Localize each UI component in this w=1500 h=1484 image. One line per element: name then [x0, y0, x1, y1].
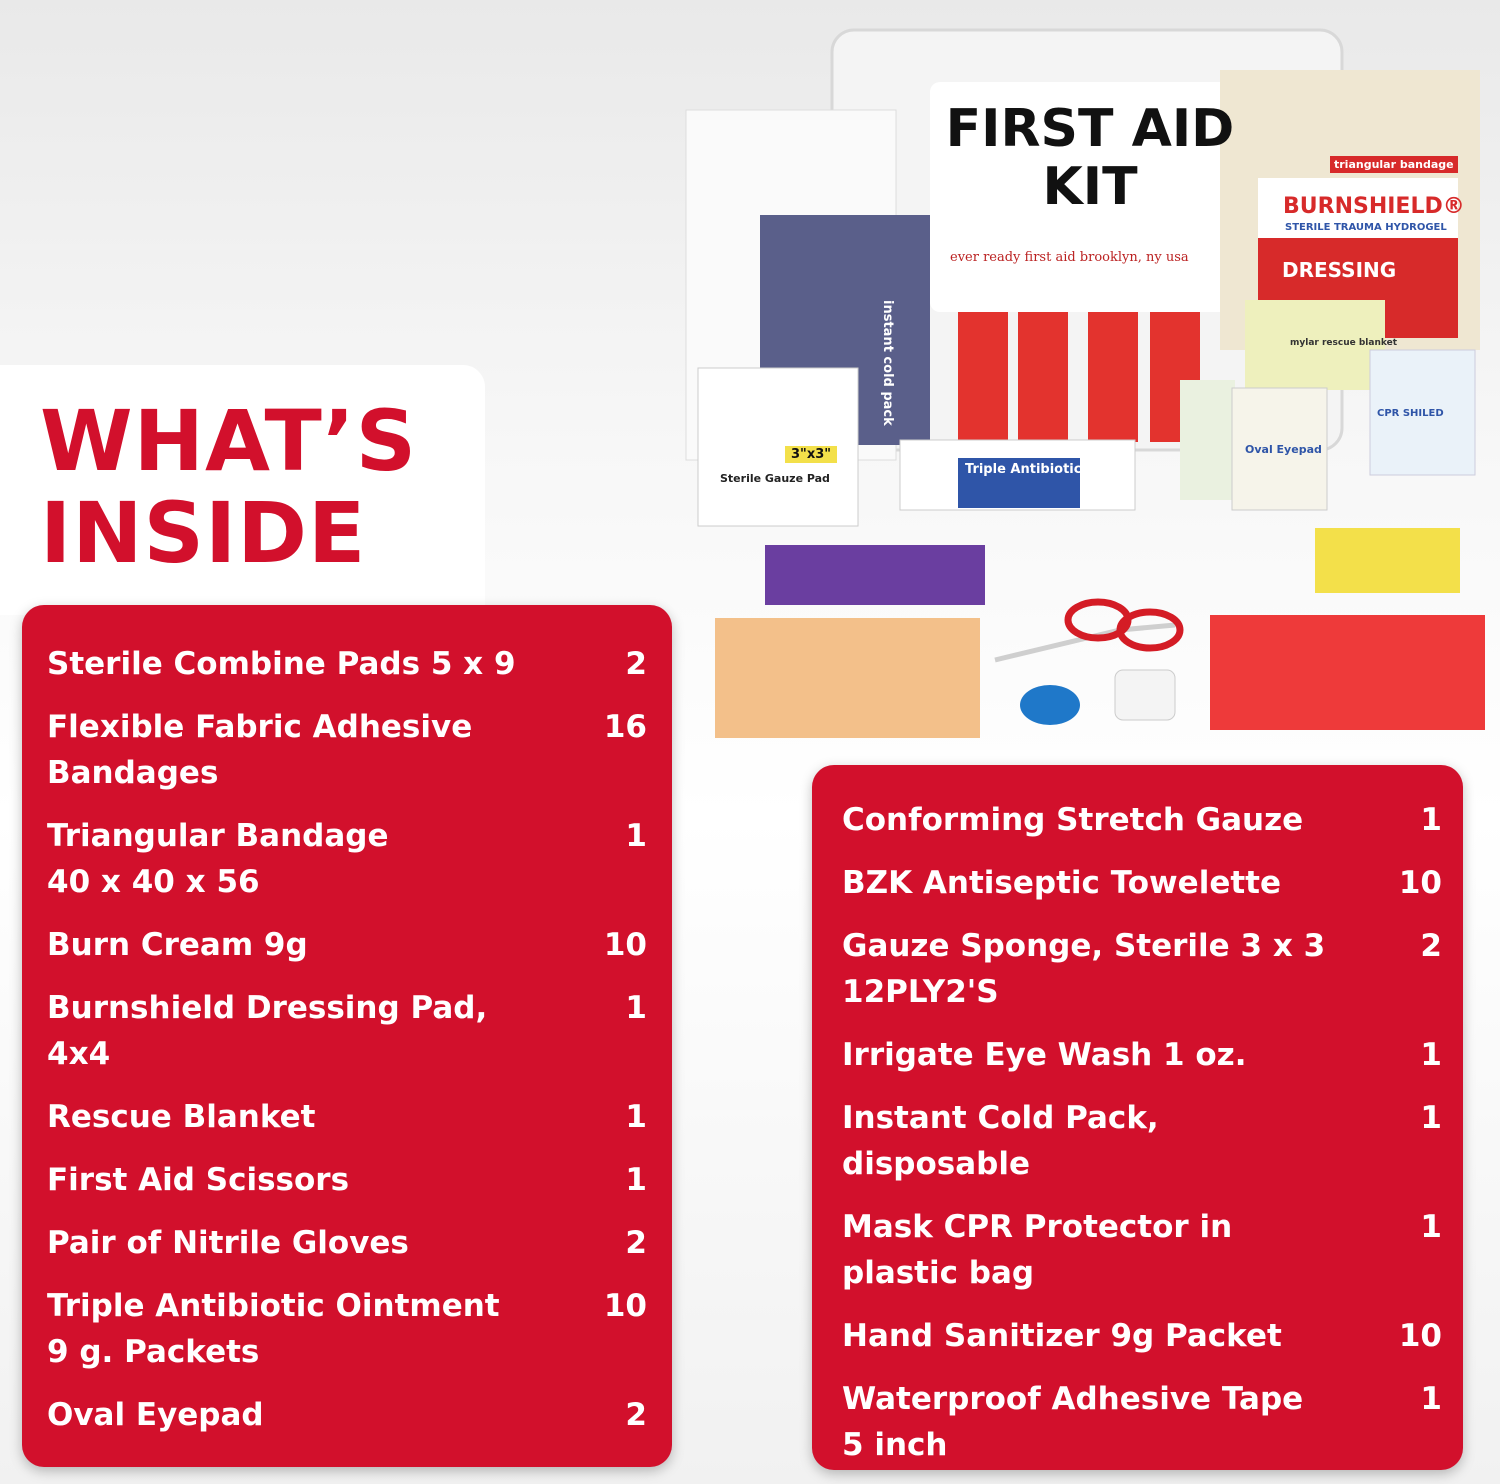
- photo-label: instant cold pack: [880, 300, 895, 426]
- kit-maker: ever ready first aid brooklyn, ny usa: [950, 250, 1189, 265]
- item-quantity: 16: [603, 709, 647, 745]
- item-quantity: 2: [625, 1225, 647, 1261]
- item-quantity: 1: [625, 818, 647, 854]
- item-quantity: 1: [625, 1099, 647, 1135]
- item-quantity: 1: [1420, 1100, 1442, 1136]
- item-row: Gauze Sponge, Sterile 3 x 3 12PLY2'S 2: [842, 923, 1442, 1015]
- item-name: Mask CPR Protector in plastic bag: [842, 1209, 1233, 1291]
- item-quantity: 1: [1420, 802, 1442, 838]
- photo-label: mylar rescue blanket: [1290, 338, 1398, 348]
- item-name: Irrigate Eye Wash 1 oz.: [842, 1037, 1247, 1073]
- item-name: Instant Cold Pack, disposable: [842, 1100, 1159, 1182]
- item-quantity: 2: [625, 1397, 647, 1433]
- item-list: Conforming Stretch Gauze 1 BZK Antiseptic …: [842, 797, 1442, 1468]
- photo-label: Triple Antibiotic: [965, 462, 1082, 477]
- heading-card: [0, 365, 485, 615]
- item-row: Burn Cream 9g 10: [47, 922, 647, 968]
- item-list: Sterile Combine Pads 5 x 9 2 Flexible Fabr…: [47, 641, 647, 1438]
- item-row: Conforming Stretch Gauze 1: [842, 797, 1442, 843]
- item-quantity: 10: [603, 927, 647, 963]
- item-row: Instant Cold Pack, disposable 1: [842, 1095, 1442, 1187]
- item-name: Rescue Blanket: [47, 1099, 316, 1135]
- item-name: First Aid Scissors: [47, 1162, 350, 1198]
- item-row: Flexible Fabric Adhesive Bandages 16: [47, 704, 647, 796]
- item-row: Rescue Blanket 1: [47, 1094, 647, 1140]
- photo-label: STERILE TRAUMA HYDROGEL: [1285, 222, 1447, 233]
- item-name: BZK Antiseptic Towelette: [842, 865, 1282, 901]
- item-quantity: 2: [1420, 928, 1442, 964]
- item-name: Flexible Fabric Adhesive Bandages: [47, 709, 473, 791]
- item-name: Oval Eyepad: [47, 1397, 264, 1433]
- item-quantity: 10: [1398, 865, 1442, 901]
- heading: WHAT’S INSIDE: [40, 392, 418, 582]
- kit-label: FIRST AID KIT: [945, 99, 1235, 217]
- photo-label: BURNSHIELD®: [1283, 194, 1465, 219]
- item-row: Triangular Bandage 40 x 40 x 56 1: [47, 813, 647, 905]
- item-name: Conforming Stretch Gauze: [842, 802, 1304, 838]
- item-row: Pair of Nitrile Gloves 2: [47, 1220, 647, 1266]
- item-row: Waterproof Adhesive Tape 5 inch 1: [842, 1376, 1442, 1468]
- item-name: Burnshield Dressing Pad, 4x4: [47, 990, 488, 1072]
- item-row: Mask CPR Protector in plastic bag 1: [842, 1204, 1442, 1296]
- item-name: Burn Cream 9g: [47, 927, 308, 963]
- photo-label: 3"x3": [785, 446, 838, 463]
- photo-label: triangular bandage: [1330, 156, 1458, 173]
- item-quantity: 1: [625, 1162, 647, 1198]
- item-quantity: 1: [625, 990, 647, 1026]
- item-name: Gauze Sponge, Sterile 3 x 3 12PLY2'S: [842, 928, 1326, 1010]
- item-quantity: 2: [625, 646, 647, 682]
- item-row: Irrigate Eye Wash 1 oz. 1: [842, 1032, 1442, 1078]
- item-name: Triangular Bandage 40 x 40 x 56: [47, 818, 389, 900]
- item-name: Pair of Nitrile Gloves: [47, 1225, 409, 1261]
- photo-label: Sterile Gauze Pad: [720, 472, 830, 485]
- item-quantity: 1: [1420, 1381, 1442, 1417]
- item-row: Triple Antibiotic Ointment 9 g. Packets 1…: [47, 1283, 647, 1375]
- item-row: Burnshield Dressing Pad, 4x4 1: [47, 985, 647, 1077]
- list-card: Conforming Stretch Gauze 1 BZK Antiseptic …: [812, 765, 1463, 1470]
- photo-label: DRESSING: [1282, 258, 1397, 282]
- item-quantity: 10: [1398, 1318, 1442, 1354]
- item-quantity: 1: [1420, 1037, 1442, 1073]
- item-row: First Aid Scissors 1: [47, 1157, 647, 1203]
- item-row: Sterile Combine Pads 5 x 9 2: [47, 641, 647, 687]
- item-name: Waterproof Adhesive Tape 5 inch: [842, 1381, 1304, 1463]
- item-row: Oval Eyepad 2: [47, 1392, 647, 1438]
- item-row: Hand Sanitizer 9g Packet 10: [842, 1313, 1442, 1359]
- item-quantity: 10: [603, 1288, 647, 1324]
- photo-label: CPR SHILED: [1377, 408, 1444, 419]
- list-card: Sterile Combine Pads 5 x 9 2 Flexible Fabr…: [22, 605, 672, 1467]
- item-name: Triple Antibiotic Ointment 9 g. Packets: [47, 1288, 500, 1370]
- photo-label: Oval Eyepad: [1245, 443, 1322, 456]
- item-row: BZK Antiseptic Towelette 10: [842, 860, 1442, 906]
- item-name: Sterile Combine Pads 5 x 9: [47, 646, 516, 682]
- item-quantity: 1: [1420, 1209, 1442, 1245]
- item-name: Hand Sanitizer 9g Packet: [842, 1318, 1282, 1354]
- product-photo: [685, 28, 1485, 738]
